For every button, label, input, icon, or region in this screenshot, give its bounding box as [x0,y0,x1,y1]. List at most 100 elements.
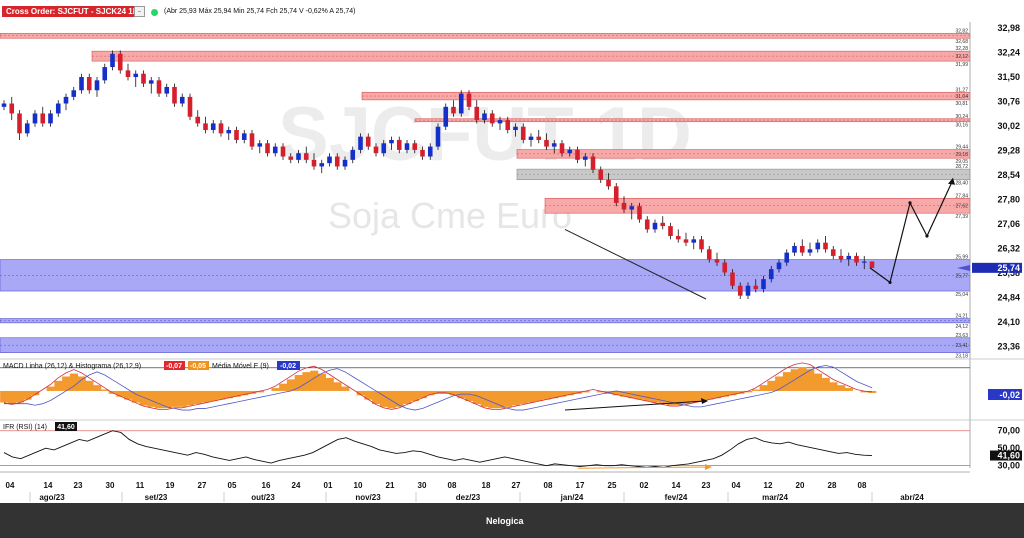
macd-histogram-bar [596,390,606,393]
candle-body [420,149,425,157]
candle-body [582,156,588,160]
day-tick-label: 01 [324,481,333,490]
candle-body [451,106,456,114]
price-tick-label: 31,50 [997,72,1020,82]
candle-body [350,149,356,160]
zone-price-label: 31,99 [955,62,968,68]
macd-histogram-bar [7,390,17,404]
macd-histogram-bar [224,390,234,399]
macd-histogram-bar [124,390,133,400]
candle-body [443,106,449,127]
macd-histogram-bar [449,390,458,396]
macd-histogram-bar [465,390,474,402]
last-price-label: 25,74 [997,263,1020,273]
zone-price-label: 27,39 [955,214,968,220]
zone-price-label: 29,44 [955,145,968,151]
candle-body [358,136,363,150]
zone-price-label: 29,05 [955,159,968,165]
rsi-tick-label: 50,00 [997,443,1020,453]
candle-body [272,146,278,154]
candle-body [768,269,774,280]
watermark-symbol: SJCFUT 1D [278,92,692,177]
candle-body [195,116,201,124]
rsi-tick-label: 30,00 [997,461,1020,471]
day-tick-label: 21 [386,481,395,490]
macd-signal-line [4,365,873,411]
candle-body [706,249,712,260]
month-tick-label: jan/24 [560,493,584,502]
macd-histogram-bar [379,390,389,407]
candle-body [156,80,162,94]
month-tick-label: out/23 [251,493,275,502]
candle-body [55,103,61,114]
candle-body [288,156,294,160]
candle-body [536,136,542,140]
connection-status-icon [151,9,158,16]
price-tick-label: 32,98 [997,23,1020,33]
candle-body [24,123,30,134]
zone-price-label: 27,62 [955,204,968,210]
macd-divergence-arrow [564,400,706,411]
minimize-icon[interactable]: – [134,6,145,17]
watermark-name: Soja Cme Euro [328,195,572,236]
candle-body [846,255,852,260]
macd-hist-swatch [188,361,209,370]
macd-histogram-bar [813,373,823,391]
candle-body [784,252,790,263]
macd-histogram-bar [62,376,71,391]
candle-body [722,262,728,273]
macd-histogram-bar [542,390,551,400]
candle-body [544,139,549,147]
day-tick-label: 02 [640,481,649,490]
candle-body [761,279,766,290]
candle-body [296,153,301,160]
zone-price-label: 25,99 [955,255,968,261]
zone-price-label: 25,04 [955,292,968,298]
macd-histogram-bar [294,375,303,391]
candle-body [489,113,495,124]
macd-histogram-bar [116,390,125,397]
candle-body [249,133,255,147]
candle-body [125,70,131,78]
day-tick-label: 18 [482,481,491,490]
candle-body [551,143,557,147]
candle-body [613,186,619,203]
macd-histogram-bar [302,372,311,391]
macd-line-value: -0,07 [166,363,182,370]
day-tick-label: 28 [828,481,837,490]
month-tick-label: fev/24 [665,493,688,502]
day-tick-label: 27 [512,481,521,490]
rsi-value-swatch [55,422,77,431]
macd-histogram-bar [395,390,404,407]
projection-arrowhead [948,177,955,185]
macd-ema-label: Média Móvel E (9) [212,363,269,370]
month-tick-label: mar/24 [762,493,788,502]
rsi-line [3,430,873,468]
month-tick-label: ago/23 [39,493,65,502]
last-price-box [972,262,1022,273]
candle-body [823,242,828,250]
price-tick-label: 27,06 [997,219,1020,229]
brand-logo: Nelogica [486,516,524,526]
day-tick-label: 30 [418,481,427,490]
candle-body [79,77,84,91]
candle-body [776,262,782,270]
candle-body [458,93,464,114]
macd-histogram-bar [488,390,497,409]
month-tick-label: nov/23 [355,493,381,502]
candle-body [520,126,526,140]
candle-body [815,242,821,250]
macd-histogram-bar [759,385,768,391]
macd-histogram-bar [93,385,102,391]
macd-histogram-bar [372,390,381,404]
zone-price-label: 32,12 [955,54,968,60]
rsi-legend-value: 41,60 [57,424,75,431]
candle-body [102,67,108,81]
zone-price-label: 28,72 [955,164,968,170]
zone-price-label: 29,18 [955,152,968,158]
candle-body [17,113,22,134]
macd-histogram-bar [31,390,40,396]
macd-histogram-bar [286,379,296,391]
price-tick-label: 26,32 [997,244,1020,254]
